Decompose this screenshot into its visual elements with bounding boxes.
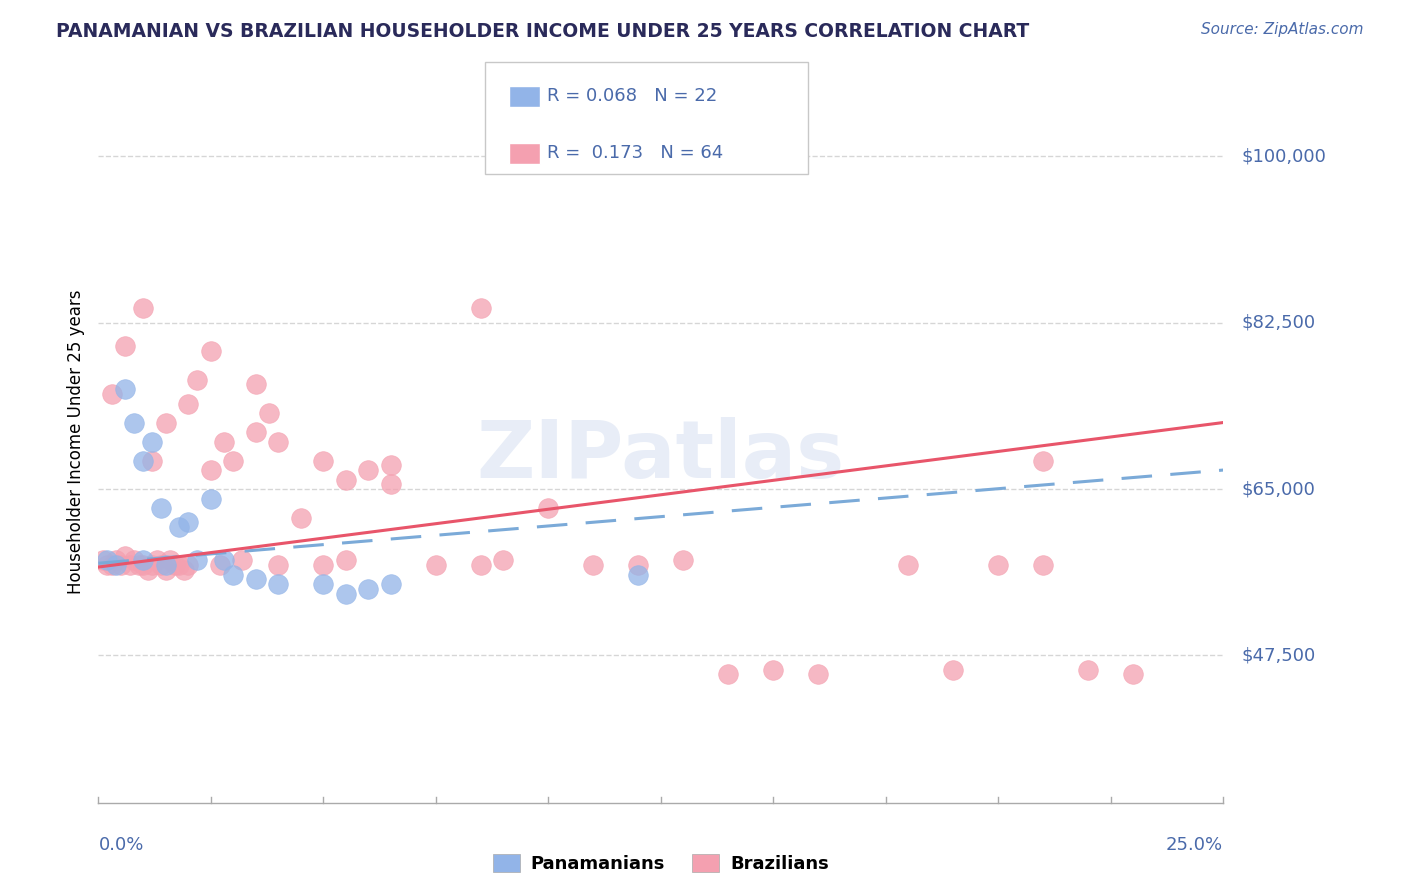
Point [214,434,236,449]
Text: $100,000: $100,000 [1241,147,1326,165]
Point [132,453,155,467]
Point [96,553,118,567]
Point [141,558,163,573]
Point [124,416,146,430]
Text: $47,500: $47,500 [1241,647,1316,665]
Point [136,563,159,577]
Point [470,558,492,573]
Point [312,577,335,591]
Point [200,491,222,506]
Point [807,667,830,681]
Point [259,406,281,420]
Point [380,458,402,473]
Point [335,587,357,601]
Point [1032,558,1054,573]
Text: ZIPatlas: ZIPatlas [477,417,845,495]
Point [1077,663,1099,677]
Point [312,558,335,573]
Point [155,563,177,577]
Point [425,558,447,573]
Point [290,510,312,524]
Point [717,667,740,681]
Point [169,520,191,534]
Point [267,558,290,573]
Point [114,549,136,563]
Point [582,558,605,573]
Point [150,501,173,516]
Point [245,425,267,439]
Point [141,453,163,467]
Point [897,558,920,573]
Point [942,663,965,677]
Point [141,434,163,449]
Point [200,463,222,477]
Point [672,553,695,567]
Point [208,558,231,573]
Point [335,553,357,567]
Point [492,553,515,567]
Point [124,553,146,567]
Point [335,473,357,487]
Point [114,339,136,353]
Point [173,563,195,577]
Text: $82,500: $82,500 [1241,314,1316,332]
Point [163,558,186,573]
Point [155,558,177,573]
Text: R =  0.173   N = 64: R = 0.173 N = 64 [547,145,723,162]
Point [231,553,253,567]
Point [1122,667,1144,681]
Text: R = 0.068   N = 22: R = 0.068 N = 22 [547,87,717,105]
Point [627,567,650,582]
Point [214,553,236,567]
Point [101,387,124,401]
Point [987,558,1010,573]
Point [110,558,132,573]
Point [200,344,222,359]
Point [245,573,267,587]
Point [186,553,208,567]
Point [105,558,128,573]
Point [132,301,155,316]
Point [118,558,141,573]
Point [267,434,290,449]
Point [128,558,150,573]
Point [267,577,290,591]
Legend: Panamanians, Brazilians: Panamanians, Brazilians [485,847,837,880]
Point [177,396,200,410]
Point [627,558,650,573]
Text: $65,000: $65,000 [1241,480,1315,498]
Point [537,501,560,516]
Point [222,453,245,467]
Point [132,553,155,567]
Point [380,577,402,591]
Point [470,301,492,316]
Point [101,558,124,573]
Point [132,558,155,573]
Text: 0.0%: 0.0% [98,836,143,854]
Point [1032,453,1054,467]
Point [762,663,785,677]
Point [186,373,208,387]
Point [357,582,380,596]
Point [177,516,200,530]
Point [380,477,402,491]
Text: Source: ZipAtlas.com: Source: ZipAtlas.com [1201,22,1364,37]
Y-axis label: Householder Income Under 25 years: Householder Income Under 25 years [66,289,84,594]
Text: PANAMANIAN VS BRAZILIAN HOUSEHOLDER INCOME UNDER 25 YEARS CORRELATION CHART: PANAMANIAN VS BRAZILIAN HOUSEHOLDER INCO… [56,22,1029,41]
Point [150,558,173,573]
Point [222,567,245,582]
Point [169,558,191,573]
Point [91,553,114,567]
Point [312,453,335,467]
Point [159,553,181,567]
Point [96,558,118,573]
Point [245,377,267,392]
Point [146,553,169,567]
Point [114,382,136,396]
Point [105,553,128,567]
Point [155,416,177,430]
Point [357,463,380,477]
Text: 25.0%: 25.0% [1166,836,1223,854]
Point [177,558,200,573]
